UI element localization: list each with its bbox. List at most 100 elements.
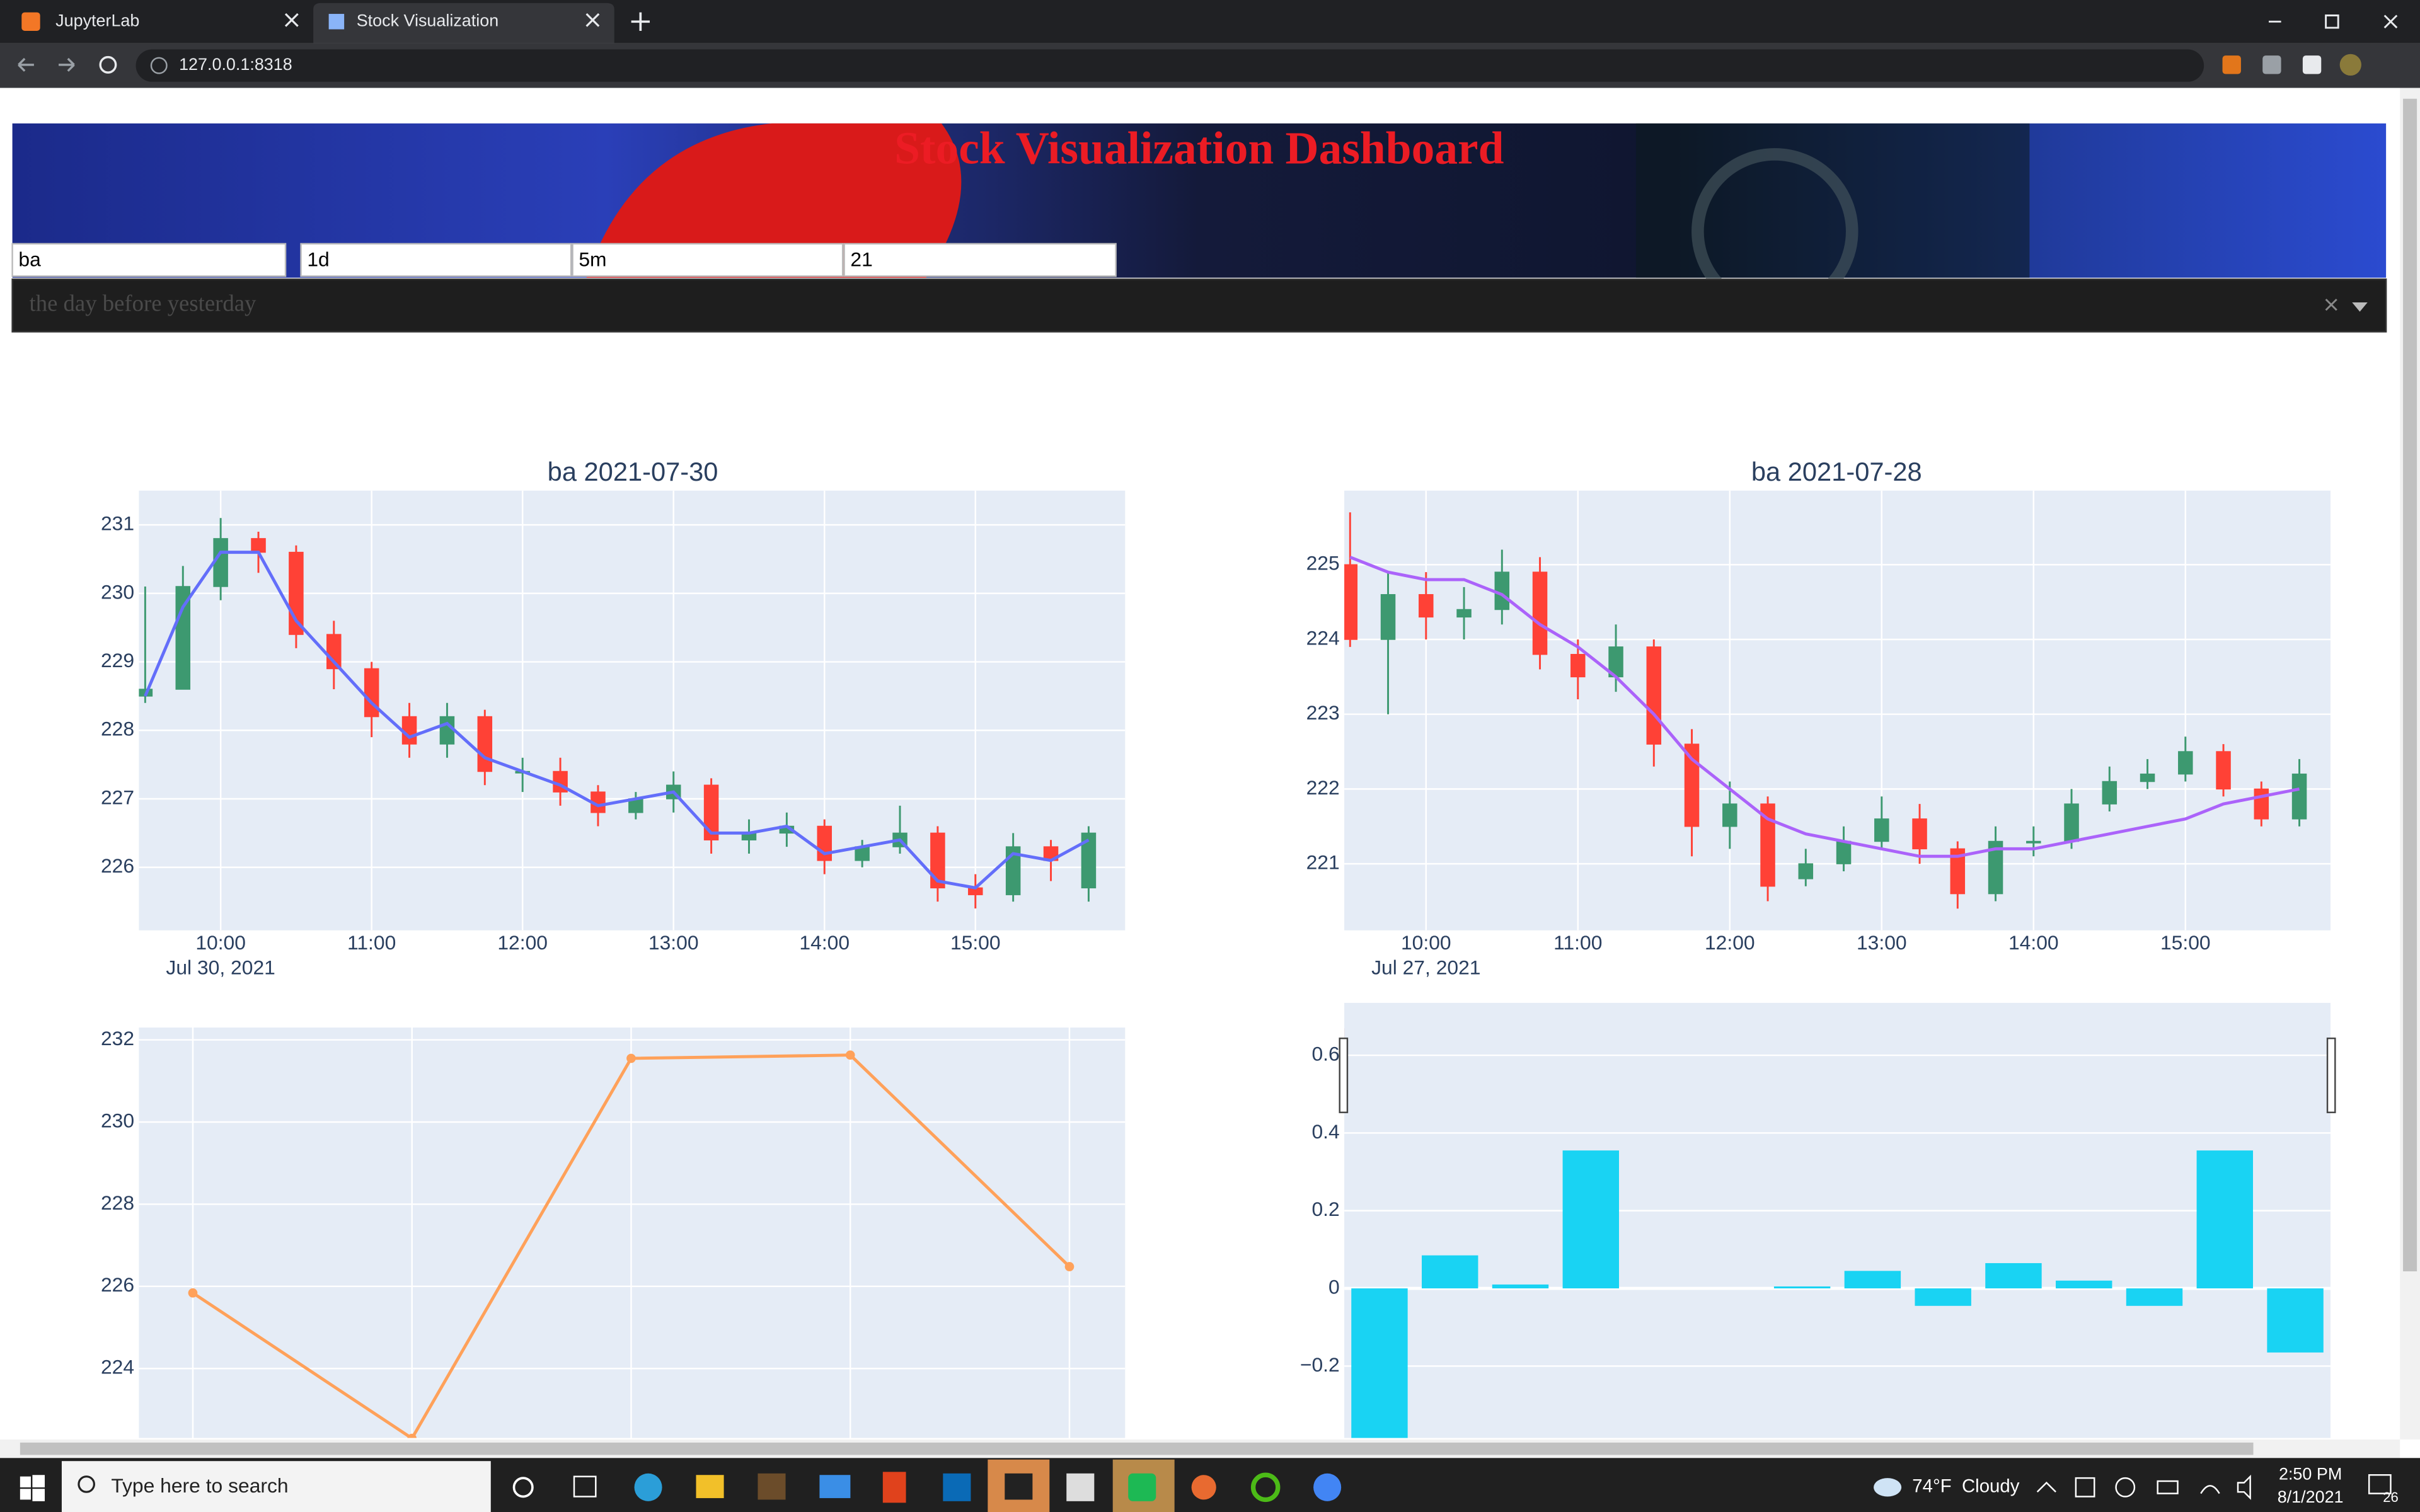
notification-icon[interactable] [2368,1474,2392,1494]
app-icon[interactable] [512,1477,534,1498]
x-tick-label: 11:00 [1553,931,1602,954]
app-icon[interactable] [1313,1473,1342,1501]
weather[interactable]: 74°F Cloudy [1912,1476,2019,1497]
candle-body [1912,818,1927,850]
candle-body [1570,653,1586,678]
text-input[interactable] [300,243,572,277]
h-scroll-thumb[interactable] [20,1442,2254,1455]
y-tick-label: 223 [1306,701,1340,724]
input-value[interactable]: ba [18,248,41,270]
tab-title[interactable]: JupyterLab [55,11,139,30]
x-tick-label: 15:00 [950,931,1001,954]
y-tick-label: 227 [101,786,134,808]
x-tick-label: 15:00 [2160,931,2211,954]
y-tick-label: −0.2 [1300,1353,1340,1376]
nav-buttons[interactable] [18,57,75,72]
dropdown-caret[interactable] [2352,302,2368,312]
candle-body [1950,848,1966,895]
v-scroll-thumb[interactable] [2403,98,2417,1271]
app-icon[interactable] [1066,1473,1095,1501]
candle-body [1456,609,1472,618]
tray-icon[interactable] [2075,1477,2095,1498]
clock-time[interactable]: 2:50 PM [2279,1464,2342,1483]
x-tick-label: 10:00 [1401,931,1451,954]
app-icon[interactable] [819,1475,851,1498]
plot [139,1028,1126,1438]
app-icon[interactable] [696,1475,724,1498]
active-tab[interactable] [313,3,614,43]
range-handle[interactable] [1339,1037,1349,1113]
x-tick-label: 13:00 [648,931,699,954]
search-box[interactable] [61,1461,491,1512]
candle-body [2140,773,2155,782]
tray-icon[interactable] [2157,1480,2179,1494]
app-icon[interactable] [573,1475,597,1498]
plot [1344,1054,2331,1438]
candle-body [1532,571,1548,655]
app-icon[interactable] [634,1473,662,1501]
candle-body [1081,832,1097,889]
notification-count[interactable]: 26 [2383,1489,2399,1505]
x-tick-label: 13:00 [1857,931,1907,954]
tab-close[interactable] [585,13,600,27]
profile[interactable] [2339,54,2361,76]
text-input[interactable] [572,243,844,277]
candle-body [439,716,455,745]
input-value[interactable]: 21 [850,248,872,270]
input-value[interactable]: 5m [579,248,606,270]
candle-body [477,716,493,772]
y-tick-label: 229 [101,649,134,672]
dashboard-title: Stock Visualization Dashboard [894,122,1504,173]
tray-icon[interactable] [2237,1474,2251,1500]
x-tick-label: 12:00 [497,931,548,954]
date-dropdown[interactable] [11,278,2387,333]
app-icon[interactable] [1005,1473,1033,1500]
app-icon[interactable] [1250,1472,1281,1503]
tab-close[interactable] [284,13,299,27]
url[interactable]: 127.0.0.1:8318 [179,55,292,74]
candle-body [2102,781,2118,805]
input-row: ba 1d 5m 21 [11,243,1117,277]
clock-date[interactable]: 8/1/2021 [2278,1487,2344,1506]
start-button[interactable] [20,1475,45,1501]
candle-body [1874,818,1889,842]
dropdown-clear[interactable] [2325,299,2337,311]
search-placeholder[interactable]: Type here to search [111,1474,288,1497]
bar [2056,1280,2112,1289]
tray-icons[interactable] [2075,1474,2251,1500]
tray-icon[interactable] [2115,1477,2136,1498]
dropdown-placeholder[interactable]: the day before yesterday [30,290,257,316]
app-icon[interactable] [1191,1475,1216,1500]
new-tab[interactable] [631,12,650,31]
extension-icon[interactable] [2222,55,2241,74]
tab-title[interactable]: Stock Visualization [357,11,498,30]
text-input[interactable] [11,243,287,277]
app-icon[interactable] [758,1473,786,1500]
input-value[interactable]: 1d [307,248,329,270]
window-controls[interactable] [2269,14,2398,29]
y-tick-label: 0.6 [1311,1042,1339,1065]
candle-body [1722,803,1737,827]
candle-body [213,538,228,587]
extension-icon[interactable] [2262,55,2281,74]
x-tick-label: 12:00 [1705,931,1755,954]
x-tick-label: 14:00 [799,931,850,954]
range-handle[interactable] [2326,1037,2336,1113]
app-icon[interactable] [1128,1473,1156,1501]
app-icon[interactable] [882,1472,906,1503]
bar [1985,1263,2042,1289]
extensions[interactable] [2222,54,2361,76]
reload[interactable] [99,55,117,74]
bar [1351,1288,1408,1438]
address-bar[interactable] [135,49,2204,82]
taskbar-apps[interactable] [512,1459,1342,1512]
x-sublabel: Jul 30, 2021 [166,956,275,978]
tray-icon[interactable] [2200,1485,2220,1494]
chart: ba 2021-07-28 221 222 223 224 225 10:00 11:00 12… [1306,457,2331,978]
text-input[interactable] [843,243,1117,277]
tray-toggle[interactable] [2036,1481,2056,1493]
app-icon[interactable] [943,1473,971,1501]
site-info[interactable] [150,57,168,74]
extension-icon[interactable] [2302,55,2322,74]
